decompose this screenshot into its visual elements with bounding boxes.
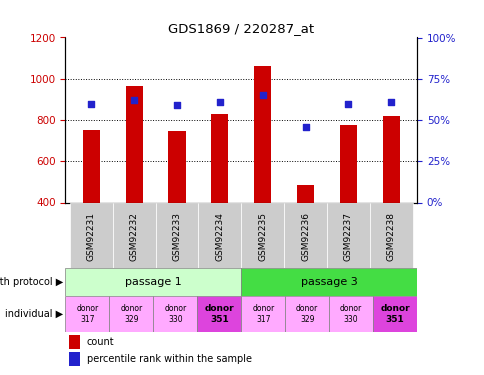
Point [387, 99, 394, 105]
Text: donor
329: donor 329 [295, 304, 318, 324]
Point [215, 99, 223, 105]
FancyBboxPatch shape [369, 202, 412, 268]
Text: GSM92232: GSM92232 [129, 212, 138, 261]
Bar [69, 352, 79, 366]
Text: GSM92233: GSM92233 [172, 212, 181, 261]
Bar [254, 66, 271, 203]
FancyBboxPatch shape [70, 202, 112, 268]
Bar [65, 296, 109, 332]
Text: donor
351: donor 351 [204, 304, 234, 324]
Text: donor
351: donor 351 [379, 304, 409, 324]
Text: percentile rank within the sample: percentile rank within the sample [86, 354, 251, 364]
Bar [65, 268, 241, 296]
Point [301, 124, 309, 130]
Text: GSM92235: GSM92235 [257, 212, 267, 261]
Point [173, 102, 181, 108]
Text: GSM92237: GSM92237 [343, 212, 352, 261]
Point [87, 100, 95, 106]
Bar [285, 296, 329, 332]
Title: GDS1869 / 220287_at: GDS1869 / 220287_at [168, 22, 314, 35]
Text: GSM92231: GSM92231 [87, 212, 95, 261]
Point [130, 97, 137, 103]
Point [344, 100, 352, 106]
Bar [241, 296, 285, 332]
FancyBboxPatch shape [198, 202, 241, 268]
Text: GSM92238: GSM92238 [386, 212, 395, 261]
Bar [82, 130, 100, 203]
Text: donor
317: donor 317 [76, 304, 98, 324]
Bar [109, 296, 153, 332]
Bar [197, 296, 241, 332]
Bar [296, 185, 314, 202]
Text: growth protocol ▶: growth protocol ▶ [0, 277, 63, 287]
Text: donor
330: donor 330 [339, 304, 362, 324]
Text: individual ▶: individual ▶ [5, 309, 63, 319]
Bar [382, 116, 399, 202]
Text: passage 3: passage 3 [300, 277, 357, 287]
Bar [125, 86, 142, 202]
FancyBboxPatch shape [241, 202, 284, 268]
FancyBboxPatch shape [284, 202, 326, 268]
FancyBboxPatch shape [155, 202, 198, 268]
Bar [329, 296, 372, 332]
Bar [241, 268, 416, 296]
FancyBboxPatch shape [112, 202, 155, 268]
Bar [69, 334, 79, 349]
Point [258, 92, 266, 98]
Text: donor
317: donor 317 [252, 304, 274, 324]
Text: passage 1: passage 1 [125, 277, 182, 287]
Bar [153, 296, 197, 332]
Bar [372, 296, 416, 332]
Text: donor
330: donor 330 [164, 304, 186, 324]
Text: donor
329: donor 329 [120, 304, 142, 324]
FancyBboxPatch shape [326, 202, 369, 268]
Bar [211, 114, 228, 202]
Bar [339, 124, 356, 202]
Bar [168, 131, 185, 203]
Text: count: count [86, 337, 114, 346]
Text: GSM92234: GSM92234 [215, 212, 224, 261]
Text: GSM92236: GSM92236 [301, 212, 309, 261]
